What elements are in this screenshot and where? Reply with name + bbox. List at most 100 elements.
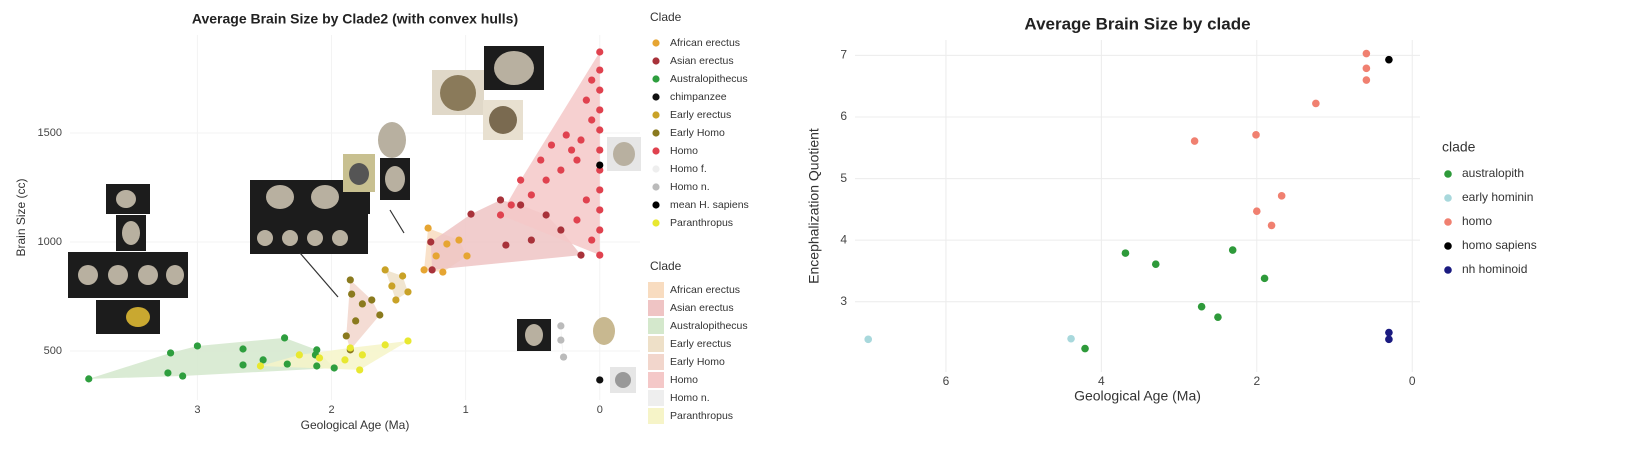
hull-legend-swatch <box>648 390 664 406</box>
legend-label: Asian erectus <box>670 55 734 67</box>
data-point <box>399 272 407 280</box>
data-point <box>179 372 187 380</box>
x-tick-label: 2 <box>1253 374 1260 388</box>
data-point <box>596 226 604 234</box>
data-point <box>1228 246 1237 254</box>
legend-swatch <box>652 39 660 47</box>
legend-label: Homo f. <box>670 163 707 175</box>
legend-swatch <box>652 165 660 173</box>
data-point <box>527 191 535 199</box>
data-point <box>542 176 550 184</box>
data-point <box>596 166 604 174</box>
hull-legend-swatch <box>648 408 664 424</box>
data-point <box>596 186 604 194</box>
convex-hull <box>500 51 600 256</box>
x-tick-label: 0 <box>1409 374 1416 388</box>
data-point <box>295 351 303 359</box>
x-tick-label: 3 <box>194 404 200 416</box>
data-point <box>559 353 568 361</box>
legend-label: Homo <box>670 145 698 157</box>
y-tick-label: 1000 <box>38 236 62 248</box>
legend-swatch <box>652 111 660 119</box>
legend-swatch <box>652 93 660 101</box>
convex-hull <box>346 279 380 350</box>
data-point <box>1214 313 1222 321</box>
legend-label: Early erectus <box>670 109 731 121</box>
right-chart: Average Brain Size by clade Geological Ag… <box>806 14 1537 403</box>
hull-legend-label: Asian erectus <box>670 302 734 314</box>
hull-legend-label: Early Homo <box>670 356 725 368</box>
data-point <box>596 376 604 384</box>
hull-legend-label: Homo <box>670 374 698 386</box>
data-point <box>256 362 265 370</box>
legend-swatch <box>1444 194 1452 202</box>
data-point <box>1197 302 1206 311</box>
legend-swatch <box>652 147 660 155</box>
data-point <box>1252 131 1260 139</box>
legend-swatch <box>652 201 660 209</box>
data-point <box>1081 344 1089 353</box>
legend-label: early hominin <box>1462 190 1533 204</box>
data-point <box>348 290 356 298</box>
legend-label: Australopithecus <box>670 73 748 85</box>
data-point <box>392 296 400 304</box>
data-point <box>527 236 535 244</box>
data-point <box>557 336 565 344</box>
data-point <box>596 106 604 114</box>
data-point <box>346 344 354 352</box>
data-point <box>582 196 590 204</box>
data-point <box>1267 221 1276 230</box>
data-point <box>166 349 175 357</box>
data-point <box>1362 76 1371 84</box>
data-point <box>420 266 428 274</box>
data-point <box>568 146 576 154</box>
y-tick-label: 1500 <box>38 127 62 139</box>
legend-swatch <box>652 75 660 83</box>
legend-swatch <box>652 129 660 137</box>
data-point <box>239 361 247 369</box>
legend-swatch <box>652 219 660 227</box>
data-point <box>164 369 172 377</box>
data-point <box>596 146 604 154</box>
data-point <box>368 296 376 304</box>
data-point <box>507 201 515 209</box>
data-point <box>381 341 389 349</box>
hull-legend-label: Australopithecus <box>670 320 748 332</box>
legend-swatch <box>1444 266 1452 274</box>
data-point <box>283 360 291 368</box>
legend-label: nh hominoid <box>1462 262 1527 276</box>
x-tick-label: 4 <box>1098 374 1105 388</box>
data-point <box>315 354 324 362</box>
data-point <box>432 252 440 260</box>
legend-label: African erectus <box>670 37 740 49</box>
data-point <box>588 76 596 84</box>
data-point <box>596 48 604 56</box>
data-point <box>1362 49 1371 58</box>
data-point <box>427 238 435 246</box>
y-axis-label: Encephalization Quotient <box>806 128 822 284</box>
data-point <box>404 337 412 345</box>
data-point <box>547 141 556 149</box>
convex-hull <box>88 337 335 379</box>
data-point <box>455 236 463 244</box>
data-point <box>1362 64 1371 73</box>
data-point <box>352 317 360 325</box>
x-tick-label: 6 <box>943 374 950 388</box>
legend-label: homo sapiens <box>1462 238 1537 252</box>
data-point <box>313 346 321 354</box>
data-point <box>1067 334 1075 343</box>
data-point <box>557 166 565 174</box>
data-point <box>596 66 604 74</box>
data-point <box>557 226 565 234</box>
data-point <box>577 136 585 144</box>
x-axis-label: Geological Age (Ma) <box>301 418 410 432</box>
data-point <box>330 364 338 372</box>
data-point <box>496 196 505 204</box>
y-tick-label: 7 <box>840 48 847 62</box>
x-tick-label: 2 <box>328 404 334 416</box>
data-point <box>1385 335 1393 344</box>
data-point <box>428 266 436 274</box>
hull-legend-swatch <box>648 300 664 316</box>
data-point <box>557 322 565 330</box>
